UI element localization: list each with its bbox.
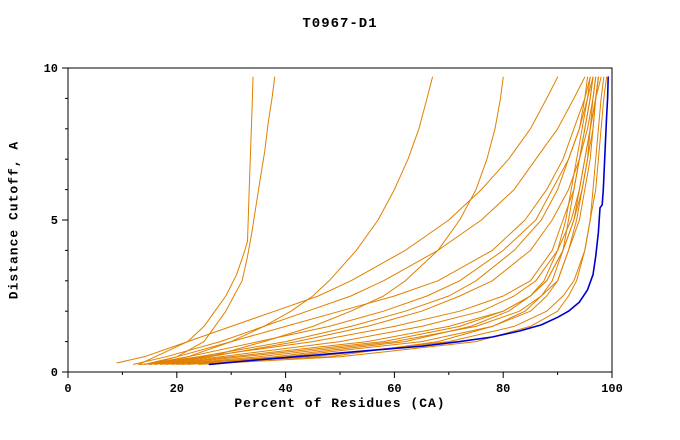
series-model-14 — [198, 76, 605, 365]
series-model-08 — [143, 76, 591, 365]
x-tick-label: 0 — [64, 382, 71, 396]
series-model-02 — [138, 76, 254, 365]
series-model-01 — [149, 76, 276, 365]
series-model-03 — [154, 76, 433, 364]
x-axis-label: Percent of Residues (CA) — [234, 396, 446, 411]
x-tick-label: 40 — [278, 382, 292, 396]
y-tick-label: 0 — [51, 366, 58, 380]
series-model-04 — [165, 76, 504, 364]
x-tick-label: 80 — [496, 382, 510, 396]
series-model-09 — [154, 76, 594, 365]
series-model-06 — [149, 76, 594, 365]
chart-title: T0967-D1 — [302, 16, 378, 32]
series-model-19 — [143, 76, 588, 365]
y-tick-label: 5 — [51, 214, 58, 228]
series-highlighted-model — [208, 76, 610, 366]
x-tick-label: 20 — [170, 382, 184, 396]
series-model-13 — [154, 76, 602, 365]
series-model-16 — [165, 76, 599, 365]
series-model-20 — [138, 76, 594, 365]
series-model-15 — [116, 76, 559, 364]
series-model-11 — [132, 76, 586, 365]
x-tick-label: 60 — [387, 382, 401, 396]
series-model-12 — [187, 76, 608, 365]
x-tick-label: 100 — [601, 382, 623, 396]
y-tick-label: 10 — [44, 62, 58, 76]
series-model-18 — [181, 76, 591, 365]
series-model-17 — [149, 76, 597, 365]
